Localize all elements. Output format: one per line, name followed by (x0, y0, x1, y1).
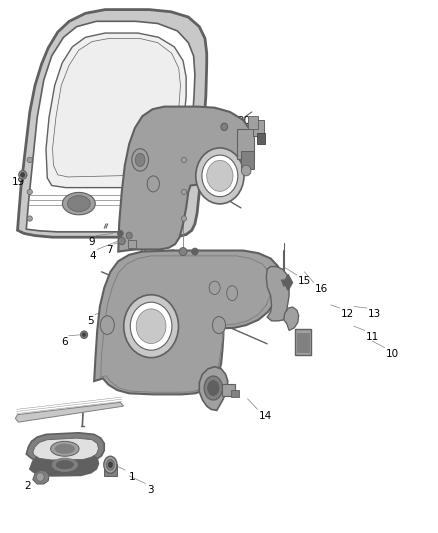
Bar (231, 390, 239, 397)
Ellipse shape (50, 441, 79, 456)
Polygon shape (199, 367, 228, 410)
Text: 9: 9 (89, 237, 95, 247)
Polygon shape (53, 38, 180, 177)
Ellipse shape (117, 230, 124, 237)
Bar (222, 384, 235, 396)
Ellipse shape (181, 157, 187, 163)
Polygon shape (118, 107, 252, 252)
Ellipse shape (227, 286, 237, 301)
Text: 2: 2 (24, 481, 31, 491)
Polygon shape (46, 33, 186, 188)
Ellipse shape (56, 461, 74, 469)
Ellipse shape (108, 462, 113, 468)
Polygon shape (33, 438, 99, 460)
Ellipse shape (192, 248, 198, 255)
Bar (253, 120, 264, 136)
Polygon shape (284, 307, 299, 330)
Polygon shape (33, 470, 49, 484)
Polygon shape (18, 10, 207, 237)
Text: 7: 7 (106, 245, 113, 255)
Polygon shape (26, 21, 195, 232)
Ellipse shape (135, 154, 145, 167)
Polygon shape (94, 251, 281, 394)
Ellipse shape (100, 316, 114, 335)
Ellipse shape (27, 189, 32, 195)
Ellipse shape (106, 459, 114, 470)
Ellipse shape (21, 172, 25, 177)
Ellipse shape (181, 216, 187, 221)
Text: 19: 19 (12, 177, 25, 187)
Text: 10: 10 (385, 349, 399, 359)
Polygon shape (15, 402, 124, 422)
Bar (257, 133, 265, 144)
Ellipse shape (212, 317, 226, 334)
Bar (237, 129, 254, 159)
Text: 17: 17 (209, 255, 223, 265)
Ellipse shape (55, 444, 74, 454)
Text: 1: 1 (129, 472, 136, 482)
Text: 14: 14 (258, 411, 272, 422)
Polygon shape (26, 433, 104, 463)
Bar (104, 464, 117, 476)
Ellipse shape (147, 176, 159, 192)
Ellipse shape (63, 192, 95, 215)
Text: 3: 3 (147, 485, 153, 495)
Ellipse shape (52, 458, 78, 471)
Ellipse shape (27, 157, 32, 163)
Text: 6: 6 (61, 337, 68, 347)
Bar (241, 150, 254, 169)
Text: 20: 20 (237, 116, 251, 126)
Ellipse shape (81, 331, 88, 338)
Ellipse shape (27, 216, 32, 221)
Text: 5: 5 (88, 316, 94, 326)
Ellipse shape (67, 196, 90, 212)
Ellipse shape (207, 160, 233, 191)
Ellipse shape (181, 189, 187, 195)
Text: 13: 13 (368, 309, 381, 319)
Ellipse shape (221, 123, 228, 131)
Ellipse shape (204, 376, 223, 400)
Bar (128, 239, 136, 247)
Text: 12: 12 (341, 309, 354, 319)
Bar (248, 116, 258, 129)
Text: 15: 15 (298, 276, 311, 286)
Polygon shape (266, 266, 289, 321)
Bar (297, 333, 309, 352)
Text: 18: 18 (151, 252, 164, 262)
Bar (295, 329, 311, 355)
Ellipse shape (208, 381, 219, 395)
Ellipse shape (126, 232, 132, 239)
Ellipse shape (136, 309, 166, 343)
Text: 4: 4 (90, 251, 96, 261)
Ellipse shape (179, 247, 187, 255)
Text: 8: 8 (139, 246, 146, 256)
Ellipse shape (36, 473, 44, 481)
Ellipse shape (19, 171, 27, 179)
Ellipse shape (132, 149, 148, 171)
Ellipse shape (209, 281, 220, 294)
Ellipse shape (104, 456, 117, 473)
Text: 16: 16 (314, 284, 328, 294)
Ellipse shape (124, 295, 178, 358)
Ellipse shape (241, 165, 251, 176)
Ellipse shape (202, 155, 238, 197)
Ellipse shape (196, 148, 244, 204)
Polygon shape (284, 274, 293, 290)
Polygon shape (281, 280, 286, 287)
Text: 11: 11 (366, 332, 379, 342)
Ellipse shape (118, 237, 125, 245)
Ellipse shape (130, 302, 172, 350)
Polygon shape (30, 453, 99, 476)
Ellipse shape (82, 333, 86, 337)
